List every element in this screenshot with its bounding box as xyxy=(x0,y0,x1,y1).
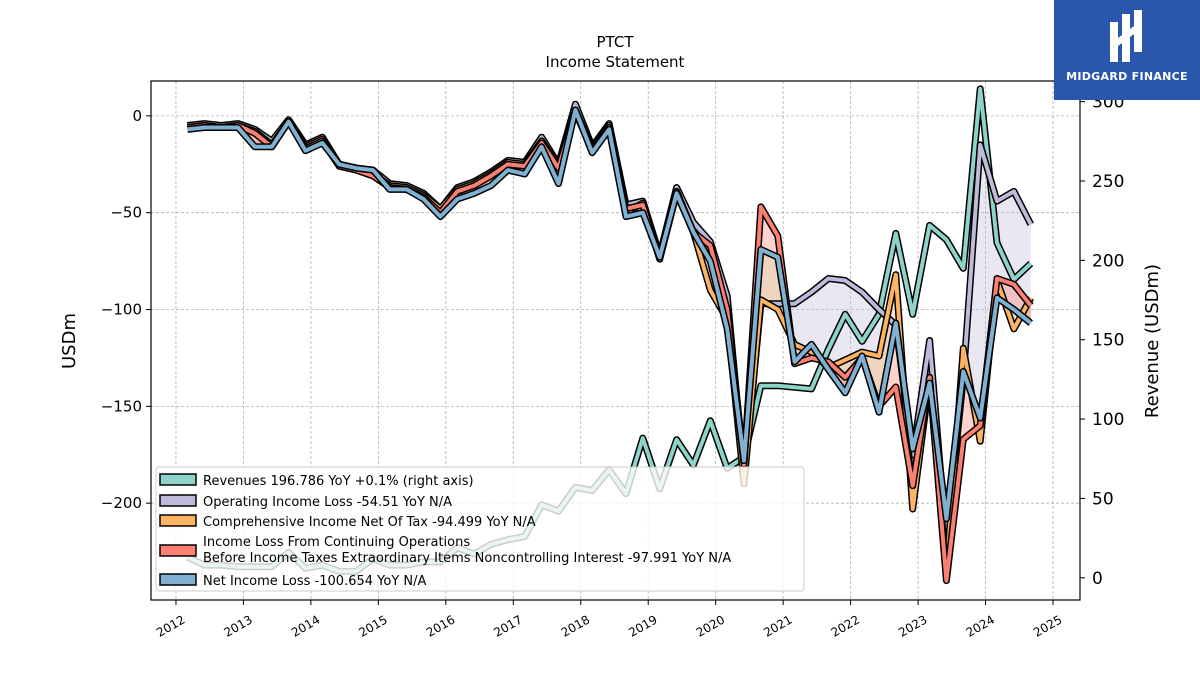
x-tick-label: 2022 xyxy=(829,612,862,639)
logo-text: MIDGARD FINANCE xyxy=(1066,70,1188,83)
legend-swatch xyxy=(159,494,197,507)
legend-swatch xyxy=(159,573,197,586)
x-tick-label: 2019 xyxy=(626,612,659,639)
x-tick-label: 2021 xyxy=(761,612,794,639)
series-line xyxy=(187,108,1033,521)
series-lines xyxy=(185,85,1034,585)
y2-tick-label: 50 xyxy=(1092,489,1114,509)
x-tick-label: 2024 xyxy=(964,612,997,639)
y2-axis-label: Revenue (USDm) xyxy=(1142,264,1163,418)
legend-entry: Comprehensive Income Net Of Tax -94.499 … xyxy=(203,515,536,530)
x-tick-label: 2015 xyxy=(356,612,389,639)
legend-swatch xyxy=(159,514,197,527)
logo-mark-icon xyxy=(1110,10,1142,62)
legend-entry: Revenues 196.786 YoY +0.1% (right axis) xyxy=(203,474,474,489)
y-axis-label: USDm xyxy=(59,313,80,369)
legend-entry: Operating Income Loss -54.51 YoY N/A xyxy=(203,495,452,510)
series-band xyxy=(187,104,1031,542)
x-tick-label: 2025 xyxy=(1031,612,1064,639)
y2-tick-label: 250 xyxy=(1092,172,1124,192)
x-tick-label: 2018 xyxy=(559,612,592,639)
legend-swatch xyxy=(159,473,197,486)
legend: Revenues 196.786 YoY +0.1% (right axis) O… xyxy=(155,466,805,592)
x-tick-label: 2016 xyxy=(424,612,457,639)
legend-swatch xyxy=(159,544,197,557)
y2-tick-label: 0 xyxy=(1092,569,1103,589)
y-tick-label: −100 xyxy=(101,301,142,319)
y2-tick-label: 100 xyxy=(1092,410,1124,430)
x-tick-label: 2023 xyxy=(896,612,929,639)
x-tick-label: 2014 xyxy=(289,612,322,639)
chart-subtitle: Income Statement xyxy=(546,53,685,71)
midgard-finance-logo: MIDGARD FINANCE xyxy=(1054,0,1200,100)
x-tick-label: 2012 xyxy=(154,612,187,639)
y2-tick-label: 150 xyxy=(1092,331,1124,351)
legend-entry: Net Income Loss -100.654 YoY N/A xyxy=(203,574,426,589)
chart-title: PTCT xyxy=(597,33,635,51)
legend-box xyxy=(155,466,805,592)
plot-frame xyxy=(150,80,1081,601)
y2-tick-label: 200 xyxy=(1092,251,1124,271)
x-tick-label: 2013 xyxy=(221,612,254,639)
y-tick-label: 0 xyxy=(132,107,142,125)
series-line-outline xyxy=(187,106,1033,523)
x-tick-label: 2020 xyxy=(694,612,727,639)
y-tick-label: −200 xyxy=(101,494,142,512)
legend-entry: Income Loss From Continuing Operations Be… xyxy=(203,535,731,566)
x-tick-label: 2017 xyxy=(491,612,524,639)
y-tick-label: −150 xyxy=(101,397,142,415)
y-tick-label: −50 xyxy=(110,204,142,222)
